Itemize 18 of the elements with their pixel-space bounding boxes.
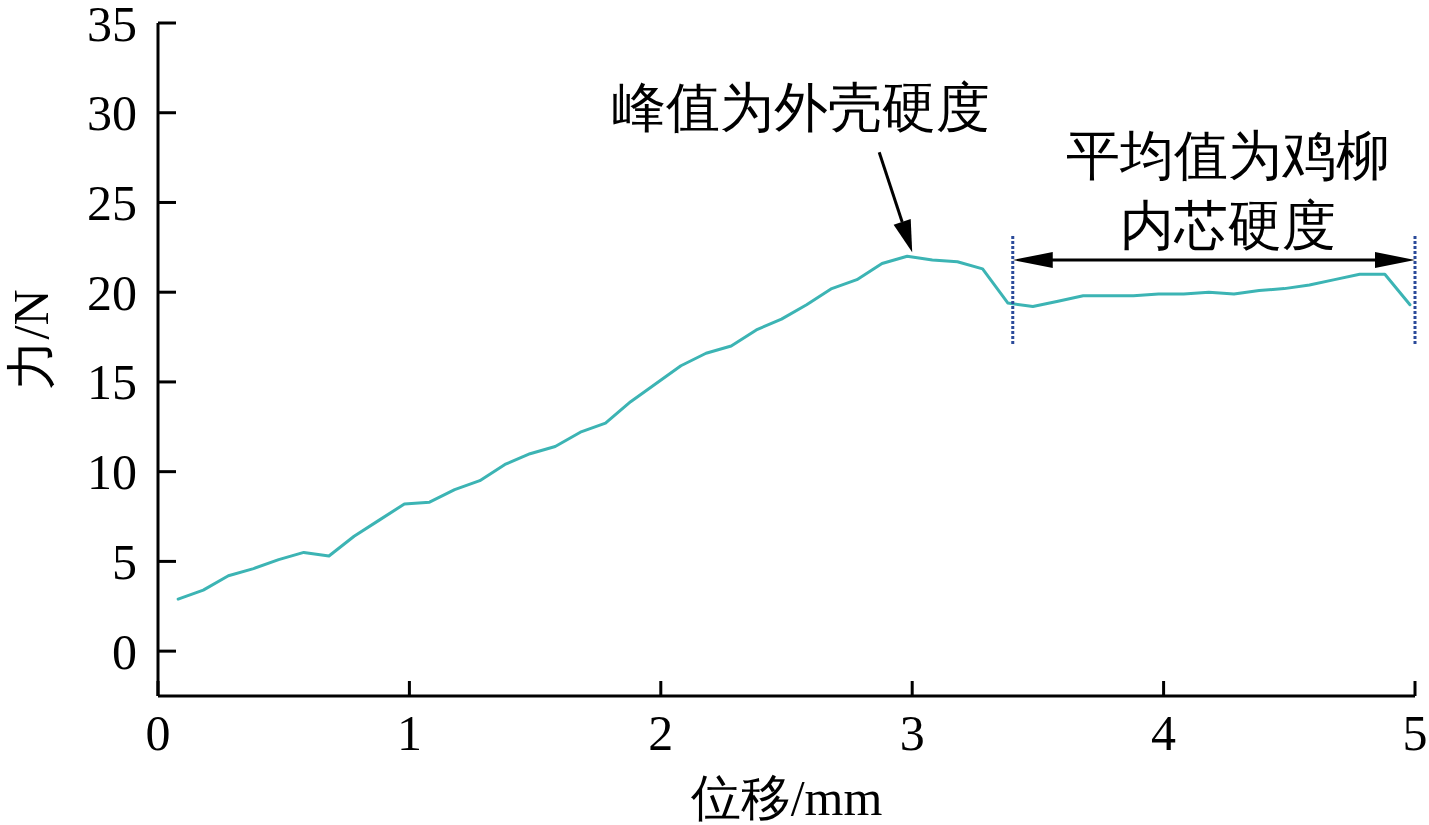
y-tick-label: 20 [87, 264, 137, 321]
x-tick-label: 3 [899, 705, 925, 761]
x-tick-label: 2 [648, 705, 674, 761]
x-axis-title: 位移/mm [690, 770, 883, 825]
x-tick-label: 1 [396, 705, 422, 761]
y-tick-label: 25 [87, 174, 137, 231]
y-tick-label: 35 [87, 0, 137, 52]
line-series [176, 254, 1412, 601]
x-tick-label: 5 [1402, 705, 1428, 761]
annotation: 平均值为鸡柳内芯硬度 [1065, 126, 1390, 256]
y-tick-label: 10 [87, 444, 137, 501]
y-axis-title: 力/N [2, 289, 59, 390]
y-tick-label: 30 [87, 85, 137, 142]
y-tick-label: 5 [112, 533, 137, 590]
y-tick-label: 0 [112, 623, 137, 680]
y-tick-label: 15 [87, 354, 137, 411]
annotation: 峰值为外壳硬度 [612, 78, 991, 139]
x-tick-label: 4 [1151, 705, 1177, 761]
